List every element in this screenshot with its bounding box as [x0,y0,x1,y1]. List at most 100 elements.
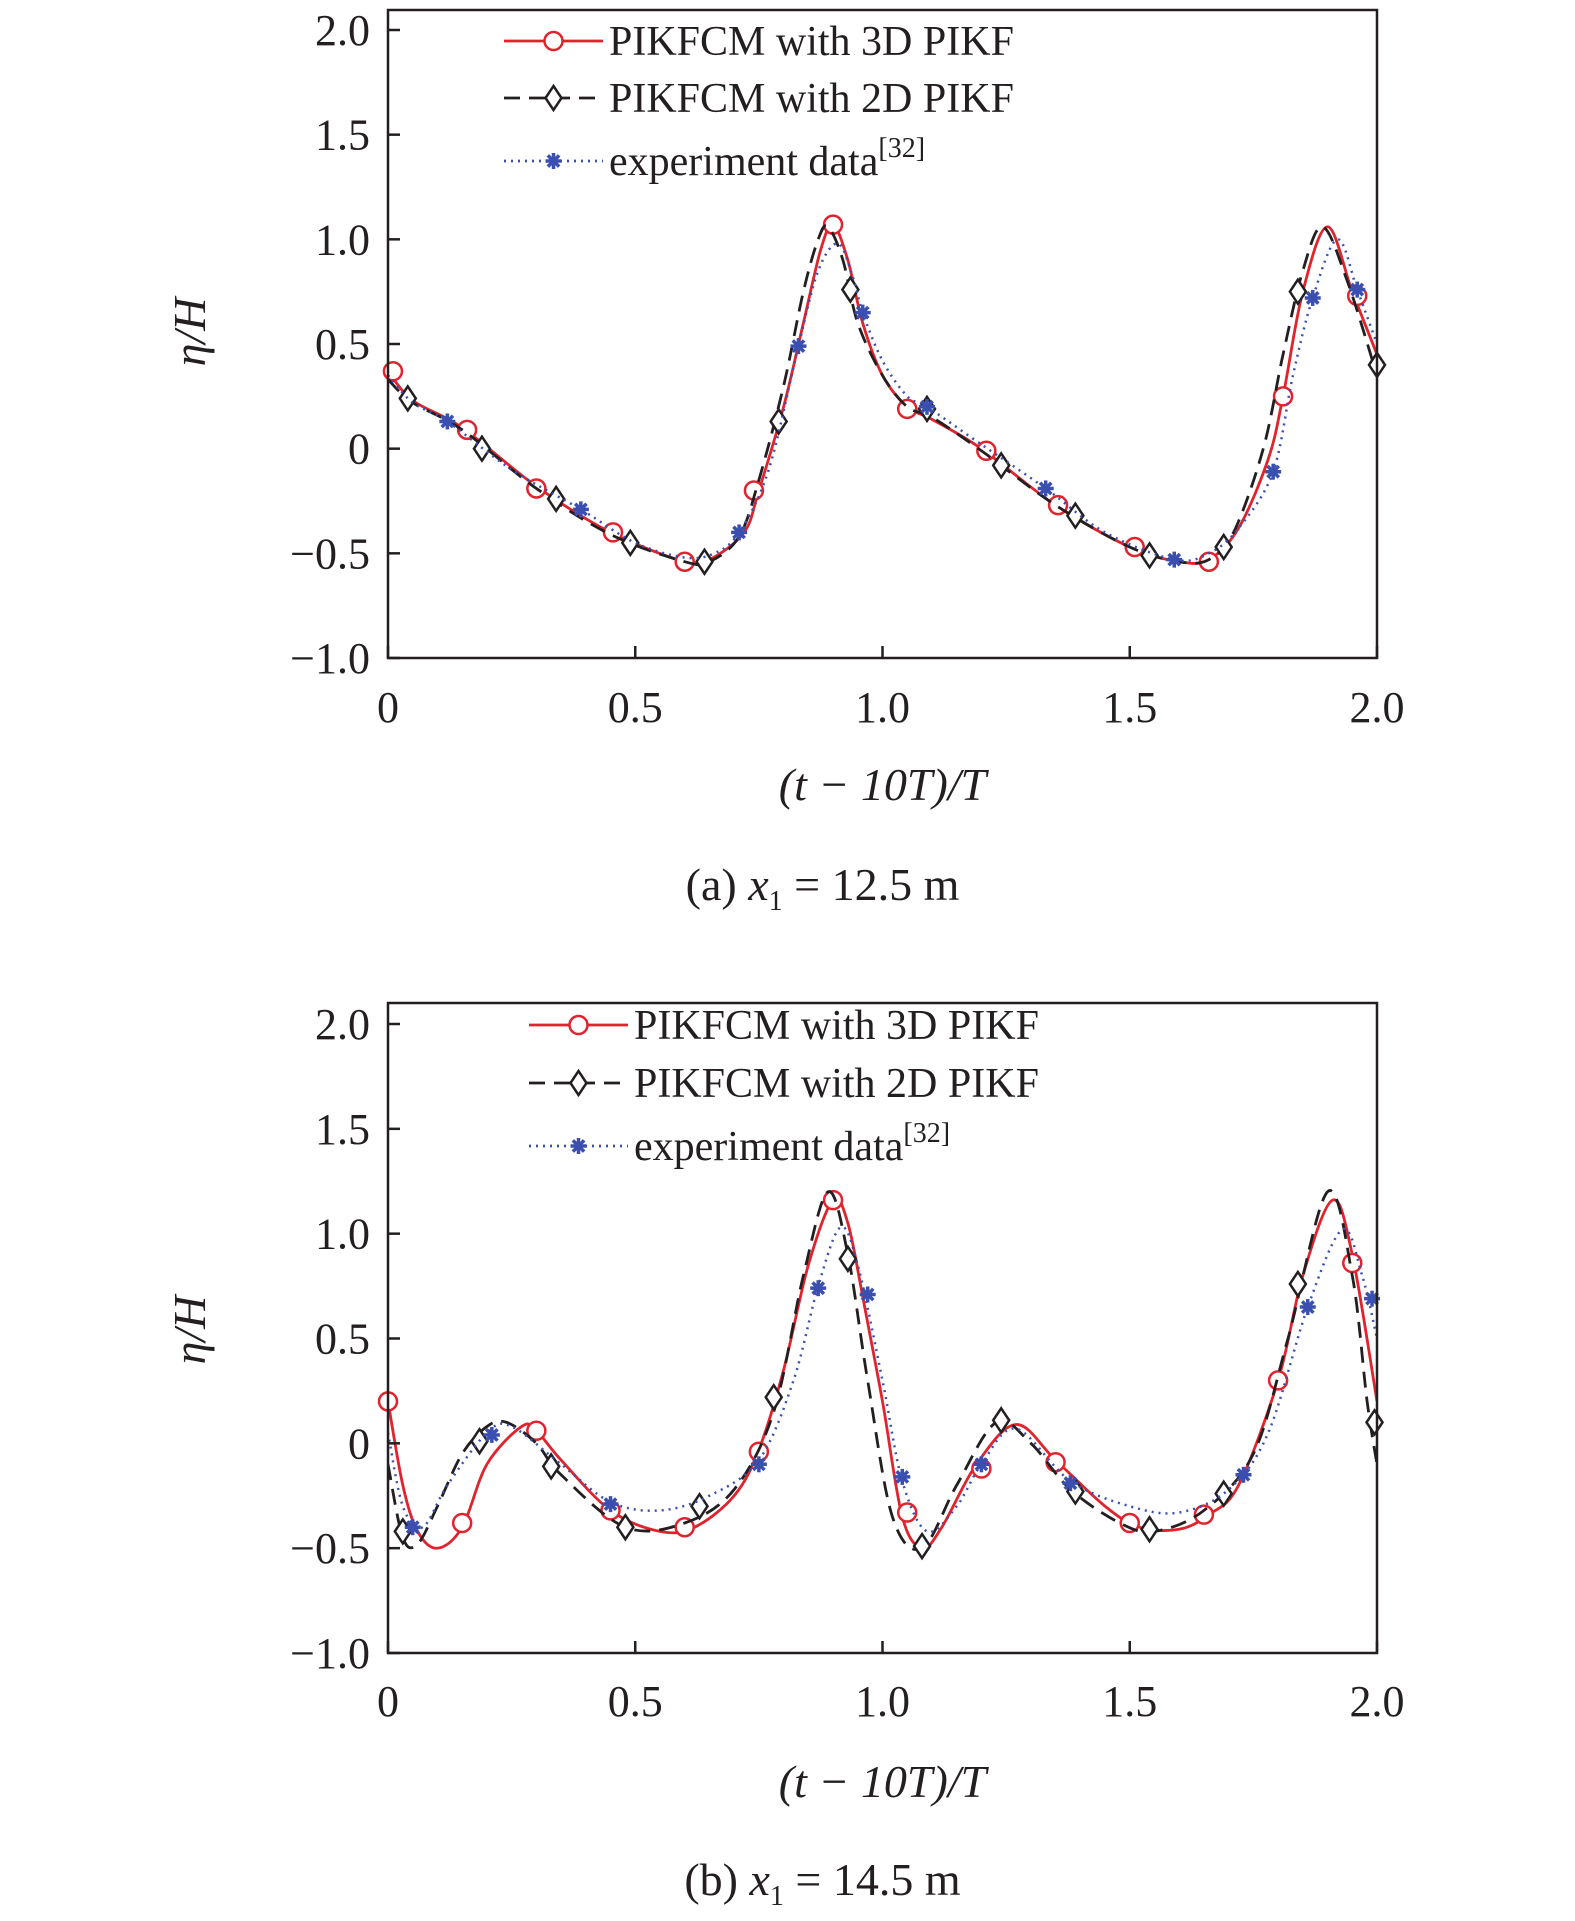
caption-prefix: (a) [686,859,749,910]
circle-marker [1119,1512,1140,1534]
y-tick-label: 1.0 [315,215,370,264]
asterisk-stroke [855,305,870,320]
asterisk-stroke [405,1520,420,1535]
asterisk-stroke [1350,282,1365,297]
asterisk-marker [572,501,589,518]
diamond-marker [620,528,640,558]
circle-marker [1272,386,1294,407]
legend-superscript: [32] [878,133,925,164]
y-tick-label: −0.5 [290,1524,370,1573]
asterisk-stroke [1063,1476,1078,1491]
y-tick-label: −0.5 [290,529,370,578]
x-axis-label: (t − 10T)/T [779,1756,990,1807]
series-diamond [388,1189,1385,1561]
asterisk-marker [894,1468,911,1485]
diamond-marker [615,1512,635,1542]
asterisk-marker [570,1138,587,1154]
legend-item: PIKFCM with 2D PIKF [529,1061,1039,1107]
circle-marker [1342,1252,1363,1274]
circle-marker [1124,536,1145,558]
asterisk-stroke [440,414,455,429]
diamond-marker [1140,541,1160,570]
asterisk-stroke [1266,464,1281,479]
legend: PIKFCM with 3D PIKF PIKFCM with 2D PIKF ex… [504,19,1014,185]
y-tick-label: 1.5 [315,111,370,160]
legend-label: PIKFCM with 2D PIKF [634,1061,1039,1107]
chart-a: −1.0 −0.5 0 0.5 1.0 1.5 2.0 0 0.5 1.0 1.5 2.0 (t − 1… [164,6,1405,917]
y-tick-label: 0.5 [315,1315,370,1364]
caption-subscript: 1 [770,1881,784,1912]
diamond-marker [568,1068,589,1098]
diamond-marker [1065,501,1085,530]
asterisk-marker [731,524,748,541]
asterisk-marker [1349,281,1366,298]
caption-variable: x [748,1854,770,1905]
x-tick-label: 1.5 [1102,1677,1157,1726]
asterisk-stroke [860,1287,875,1302]
x-tick-label: 0.5 [608,683,663,732]
x-tick-label: 1.0 [855,1677,910,1726]
legend-superscript: [32] [903,1118,950,1149]
asterisk-stroke [1236,1467,1251,1482]
y-tick-label: 0 [348,425,370,474]
asterisk-marker [790,338,807,355]
diamond-marker [838,1244,858,1274]
circle-marker [456,419,478,441]
y-tick-label: −1.0 [290,634,370,683]
circle-marker [526,1420,547,1442]
series-asterisk [388,238,1377,568]
circle-marker [451,1512,473,1534]
asterisk-marker [602,1496,619,1513]
caption-suffix: = 12.5 m [783,859,960,910]
circle-marker [1193,1504,1215,1525]
asterisk-stroke [573,502,588,517]
x-tick-label: 1.5 [1102,683,1157,732]
asterisk-marker [1265,463,1282,480]
diamond-marker [1214,1479,1234,1508]
caption-suffix: = 14.5 m [784,1854,961,1905]
diamond-marker [543,83,564,113]
legend-label: PIKFCM with 3D PIKF [634,1003,1039,1049]
diamond-marker [991,451,1011,480]
asterisk-stroke [732,525,746,540]
circle-marker [382,360,404,382]
y-axis-label: η/H [164,295,215,367]
asterisk-marker [919,398,936,415]
diamond-marker [541,1452,561,1481]
y-tick-label: −1.0 [290,1629,370,1678]
asterisk-marker [854,304,871,321]
x-tick-label: 0 [377,683,399,732]
series-asterisk [388,1225,1381,1536]
asterisk-marker [1166,551,1183,568]
asterisk-marker [404,1519,421,1536]
x-axis-label: (t − 10T)/T [779,759,990,810]
series-line [388,1197,1377,1550]
chart-b: −1.0 −0.5 0 0.5 1.0 1.5 2.0 0 0.5 1.0 1.5 2.0 (t − 1… [164,1000,1405,1912]
asterisk-stroke [1300,1300,1315,1314]
asterisk-stroke [811,1281,826,1296]
asterisk-stroke [1167,552,1182,567]
asterisk-marker [1062,1475,1079,1492]
series-line [388,224,1377,567]
y-tick-label: 0 [348,1419,370,1468]
circle-marker [896,1502,918,1523]
asterisk-stroke [546,154,561,168]
diamond-marker [769,407,789,436]
asterisk-marker [545,153,562,169]
y-tick-label: 1.0 [315,1210,370,1259]
legend-label: experiment data[32] [609,133,925,185]
asterisk-marker [1304,289,1321,306]
legend-label: PIKFCM with 3D PIKF [609,19,1014,65]
asterisk-stroke [571,1139,586,1153]
asterisk-marker [859,1286,876,1303]
asterisk-marker [1037,480,1054,497]
asterisk-stroke [920,399,934,414]
asterisk-marker [1235,1466,1252,1483]
circle-marker [543,30,564,52]
circle-marker [976,440,997,462]
asterisk-marker [973,1456,990,1473]
diamond-marker [694,547,714,576]
diamond-marker [1365,1408,1385,1437]
asterisk-stroke [895,1469,910,1484]
caption-prefix: (b) [684,1854,749,1905]
